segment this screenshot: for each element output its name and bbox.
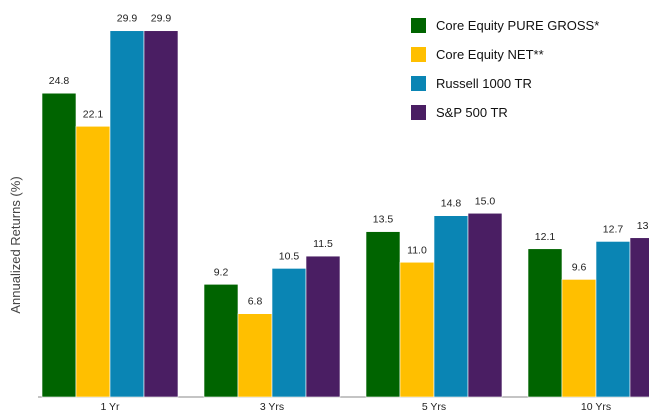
bar-value-label: 24.8 [49, 75, 70, 87]
bar [433, 215, 469, 398]
bar-value-label: 29.9 [117, 13, 138, 25]
bar-value-label: 13.0 [637, 220, 649, 232]
bar [595, 241, 631, 398]
bars-group [41, 30, 649, 398]
category-label: 3 Yrs [260, 401, 284, 410]
category-label: 1 Yr [100, 401, 120, 410]
bar-value-label: 10.5 [279, 250, 300, 262]
bar-value-label: 12.1 [535, 231, 556, 243]
bar [143, 30, 179, 398]
bar-value-label: 11.0 [407, 244, 427, 256]
bar [527, 248, 563, 398]
bar [399, 261, 435, 398]
bar-value-label: 15.0 [475, 195, 496, 207]
bar [41, 92, 77, 398]
bar [467, 212, 503, 398]
bar-value-label: 14.8 [441, 198, 462, 210]
legend-swatch [411, 18, 426, 33]
legend-swatch [411, 47, 426, 62]
bar-value-label: 13.5 [373, 214, 394, 226]
bar-value-label: 29.9 [151, 13, 172, 25]
legend-label: S&P 500 TR [436, 105, 508, 120]
bar [237, 313, 273, 398]
y-axis-title: Annualized Returns (%) [8, 176, 23, 313]
legend-swatch [411, 76, 426, 91]
bar-value-label: 6.8 [248, 296, 263, 308]
legend-label: Russell 1000 TR [436, 76, 532, 91]
bar [203, 283, 239, 398]
legend-label: Core Equity PURE GROSS* [436, 18, 599, 33]
category-label: 10 Yrs [581, 401, 611, 410]
bar-value-label: 22.1 [83, 108, 104, 120]
value-labels-group: 24.8 22.1 29.9 29.9 9.2 6.8 10.5 11.5 13.5 11.0 14… [49, 13, 649, 308]
legend: Core Equity PURE GROSS* Core Equity NET**… [411, 18, 599, 120]
bar [629, 237, 649, 398]
category-label: 5 Yrs [422, 401, 446, 410]
bar [561, 279, 597, 398]
legend-swatch [411, 105, 426, 120]
bar-value-label: 12.7 [603, 223, 624, 235]
bar-value-label: 9.6 [572, 261, 587, 273]
bar [365, 231, 401, 398]
bar [305, 255, 341, 398]
category-labels-group: 1 Yr 3 Yrs 5 Yrs 10 Yrs [100, 401, 611, 410]
bar [75, 125, 111, 398]
bar-value-label: 11.5 [313, 238, 333, 250]
bar-value-label: 9.2 [214, 266, 229, 278]
bar [109, 30, 145, 398]
legend-label: Core Equity NET** [436, 47, 544, 62]
bar [271, 268, 307, 398]
